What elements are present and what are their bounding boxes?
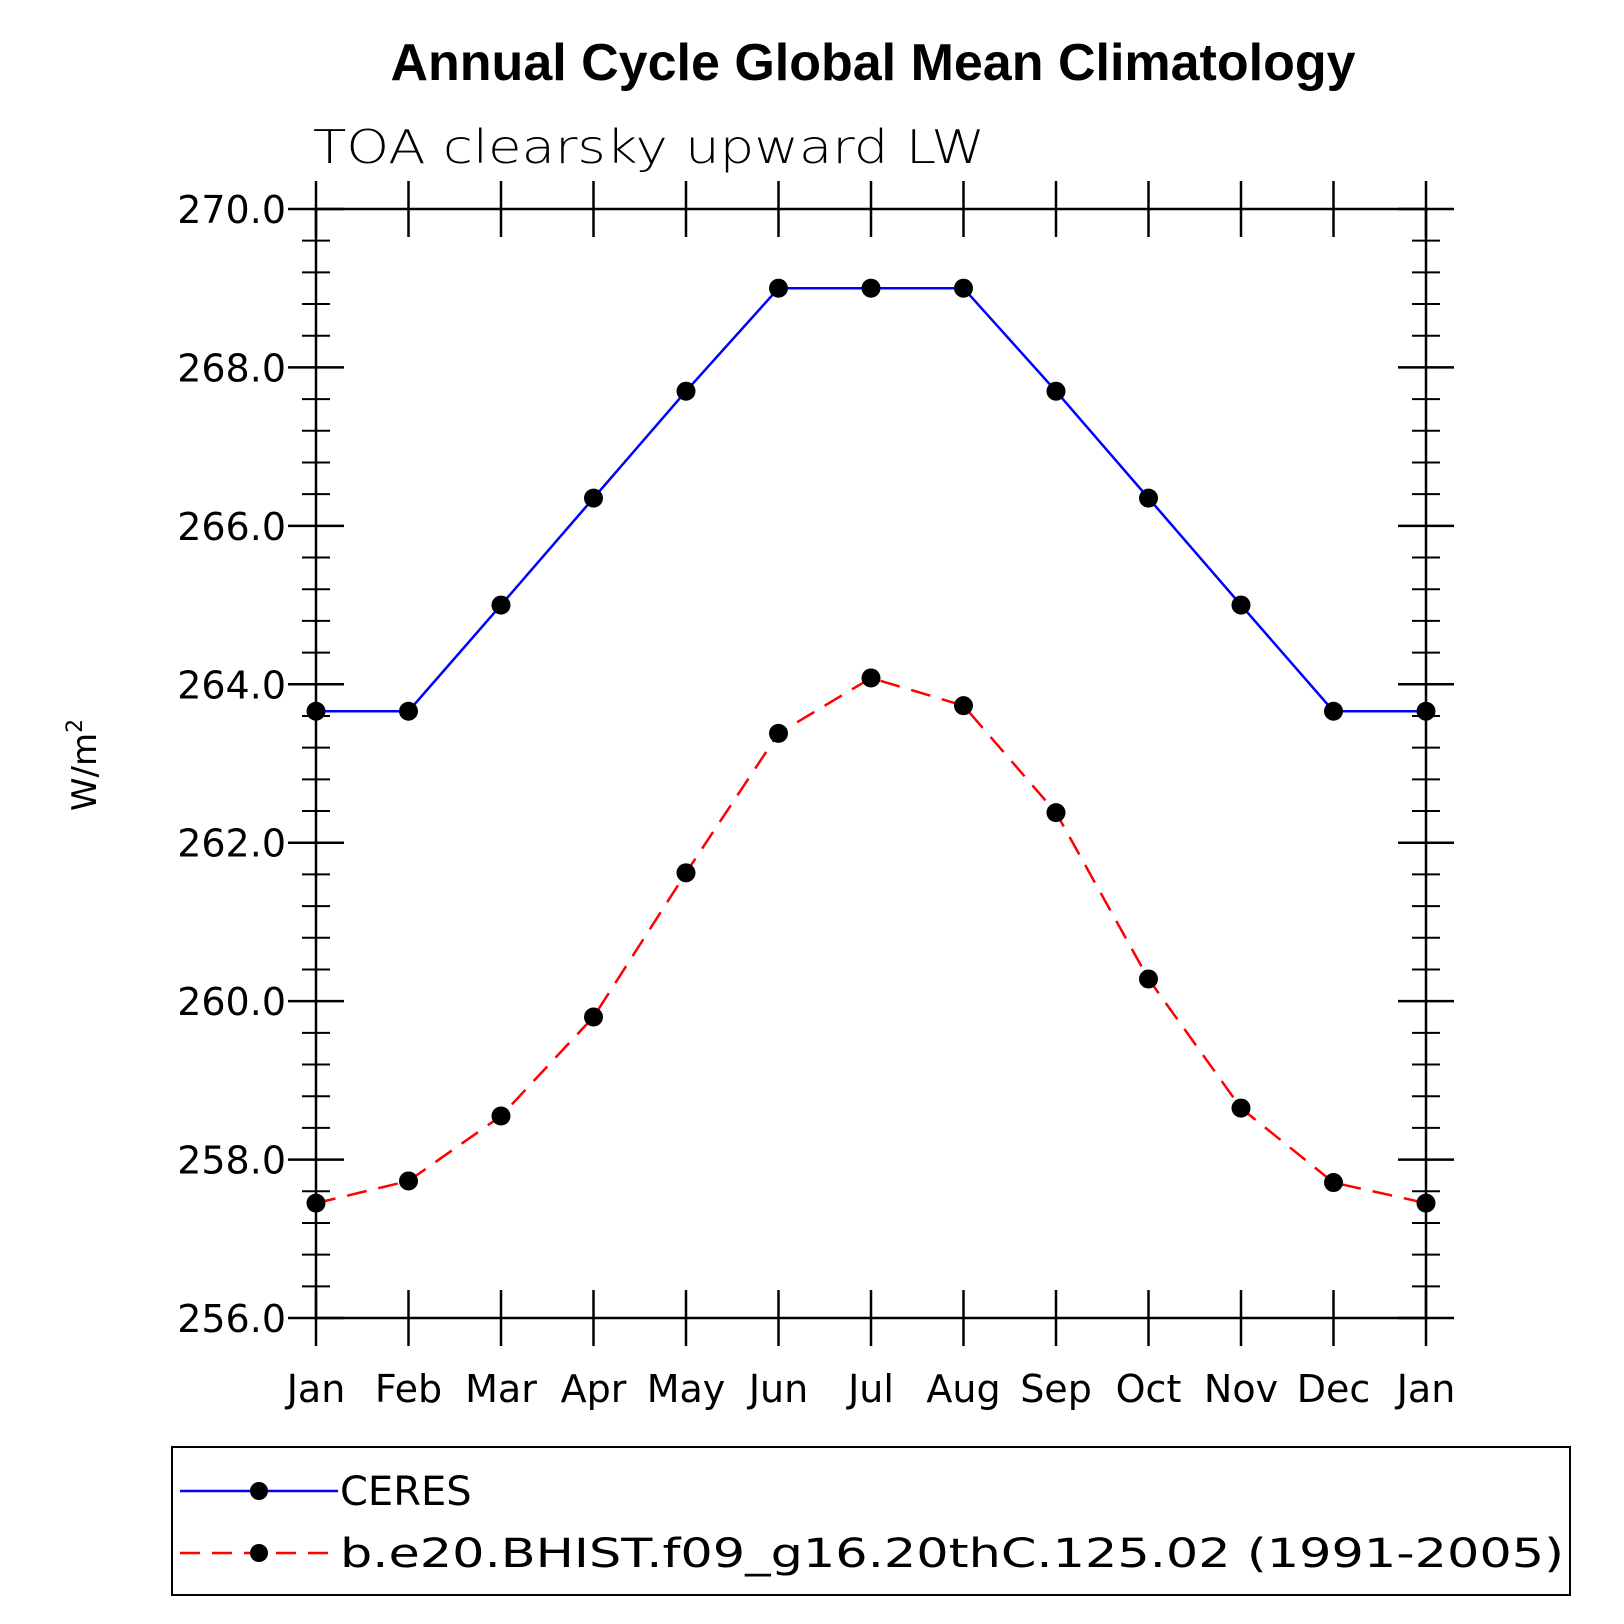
legend-label-model: b.e20.BHIST.f09_g16.20thC.125.02 (1991-2… [340,1531,1564,1577]
legend-entry-ceres: CERES [180,1469,472,1515]
y-tick-label: 258.0 [177,1139,286,1183]
x-axis-ticks [314,181,1428,1346]
x-tick-label: Oct [1116,1367,1182,1411]
y-tick-label: 256.0 [177,1297,286,1341]
data-point-series-0 [954,278,973,298]
data-point-series-0 [491,595,511,615]
y-tick-label: 270.0 [177,188,286,232]
y-tick-label: 268.0 [177,346,286,390]
data-point-series-1 [1139,969,1158,989]
legend-box [171,1446,1571,1596]
series-line-0 [316,286,1426,713]
y-axis-label-superscript: 2 [63,719,88,733]
x-tick-label: Jul [846,1367,894,1411]
data-point-series-0 [1416,701,1436,721]
data-point-series-1 [861,668,881,688]
x-tick-label: Jan [285,1367,346,1411]
x-tick-label: Nov [1204,1367,1278,1411]
x-tick-label: Aug [926,1367,1000,1411]
data-point-series-1 [1324,1173,1343,1193]
x-tick-label: Mar [465,1367,537,1411]
data-point-series-1 [399,1171,418,1191]
data-point-series-0 [861,278,881,298]
data-point-series-0 [399,701,418,721]
data-point-series-1 [1046,803,1066,823]
legend-swatch-model-marker [250,1544,268,1562]
x-tick-label: May [647,1367,726,1411]
x-tick-label: Dec [1297,1367,1371,1411]
x-tick-label: Sep [1020,1367,1092,1411]
legend-label-ceres: CERES [340,1469,472,1515]
data-point-series-1 [769,723,788,743]
chart-title: Annual Cycle Global Mean Climatology [390,34,1355,92]
y-tick-label: 260.0 [177,980,286,1024]
data-point-series-0 [306,701,326,721]
data-point-series-1 [1231,1098,1251,1118]
y-tick-label: 266.0 [177,505,286,549]
data-point-series-0 [1231,595,1251,615]
x-tick-label: Apr [561,1367,627,1411]
y-tick-label: 262.0 [177,822,286,866]
x-tick-label: Jan [1395,1367,1456,1411]
data-point-series-1 [676,863,696,883]
legend-swatch-ceres-marker [250,1482,268,1500]
data-point-series-0 [1046,381,1066,401]
legend-entry-model: b.e20.BHIST.f09_g16.20thC.125.02 (1991-2… [180,1531,1564,1577]
y-axis-ticks [288,207,1454,1320]
data-point-series-1 [1416,1193,1436,1213]
data-point-series-1 [306,1193,326,1213]
data-point-series-1 [584,1007,603,1027]
x-axis-tick-labels: Jan Feb Mar Apr May Jun Jul Aug Sep Oct Nov Dec Jan [285,1367,1456,1411]
y-axis-label-main: W/m [65,733,105,811]
x-tick-label: Jun [747,1367,808,1411]
data-point-series-0 [1324,701,1343,721]
series-points [306,278,1436,1213]
y-axis-tick-labels: 256.0 258.0 260.0 262.0 264.0 266.0 268.0 270.0 [177,188,286,1341]
data-point-series-0 [676,381,696,401]
data-point-series-0 [769,278,788,298]
y-tick-label: 264.0 [177,663,286,707]
x-tick-label: Feb [375,1367,442,1411]
data-point-series-1 [954,696,973,716]
chart-subtitle: TOA clearsky upward LW [313,120,985,174]
data-point-series-1 [491,1106,511,1126]
plot-frame [314,207,1428,1320]
series-lines [315,286,1427,1205]
data-point-series-0 [584,488,603,508]
y-axis-label: W/m2 [63,719,105,811]
series-line-1 [315,676,1427,1205]
data-point-series-0 [1139,488,1158,508]
